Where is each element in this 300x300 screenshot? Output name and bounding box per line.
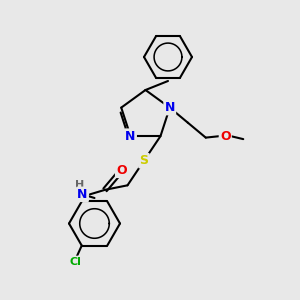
Text: N: N [165,101,175,114]
Text: H: H [76,180,85,190]
Text: N: N [125,130,136,142]
Text: S: S [140,154,148,167]
Text: O: O [220,130,231,142]
Text: Cl: Cl [70,257,82,267]
Text: O: O [116,164,127,177]
Text: N: N [77,188,88,201]
